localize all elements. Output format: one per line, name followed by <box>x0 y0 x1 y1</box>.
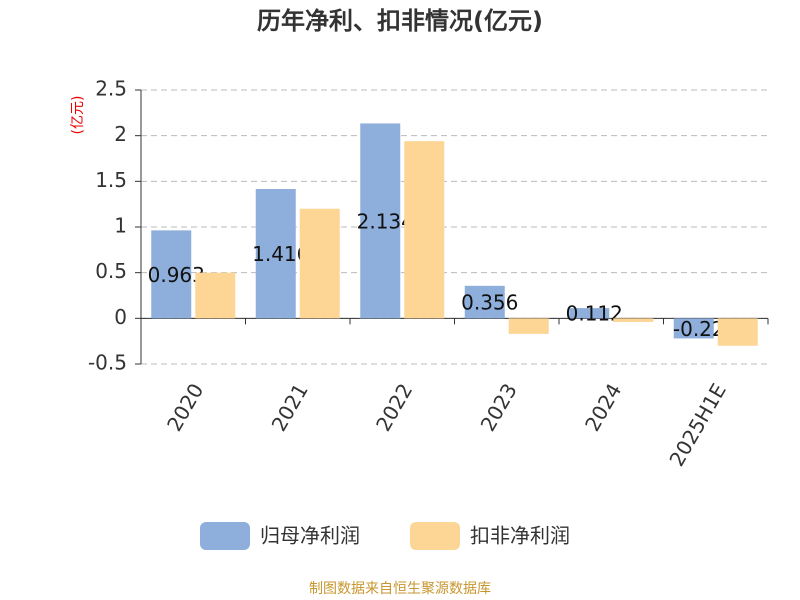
bar <box>151 230 192 319</box>
legend-swatch <box>410 522 460 550</box>
bar <box>613 318 654 322</box>
bar <box>673 318 714 339</box>
data-label: 0.112 <box>566 302 623 326</box>
data-label: 0.356 <box>461 291 518 315</box>
bar <box>255 189 296 319</box>
y-tick-label: 2 <box>114 122 127 146</box>
y-axis-label: (亿元) <box>70 96 86 135</box>
legend-label: 归母净利润 <box>260 524 360 548</box>
bar <box>508 318 549 334</box>
x-tick-label: 2020 <box>162 379 208 435</box>
x-tick-label: 2021 <box>267 379 313 435</box>
x-tick-label: 2023 <box>476 379 522 435</box>
legend-swatch <box>200 522 250 550</box>
chart-title: 历年净利、扣非情况(亿元) <box>257 7 543 35</box>
bar <box>404 141 445 319</box>
bar <box>360 123 401 319</box>
y-tick-label: 1 <box>114 214 127 238</box>
legend-label: 扣非净利润 <box>470 524 570 548</box>
x-tick-label: 2025H1E <box>664 379 730 470</box>
y-tick-label: 2.5 <box>95 77 127 101</box>
x-tick-label: 2024 <box>580 379 626 435</box>
y-tick-label: 0.5 <box>95 259 127 283</box>
y-tick-label: 1.5 <box>95 168 127 192</box>
source-note: 制图数据来自恒生聚源数据库 <box>309 581 491 597</box>
bar <box>195 272 236 319</box>
bar <box>717 318 758 346</box>
y-tick-label: 0 <box>114 305 127 329</box>
data-label: 1.416 <box>252 242 309 266</box>
bar <box>464 285 505 319</box>
y-tick-label: -0.5 <box>88 351 127 375</box>
x-tick-label: 2022 <box>371 379 417 435</box>
bar <box>569 308 610 319</box>
bar <box>299 208 340 319</box>
data-label: -0.22 <box>673 317 725 341</box>
